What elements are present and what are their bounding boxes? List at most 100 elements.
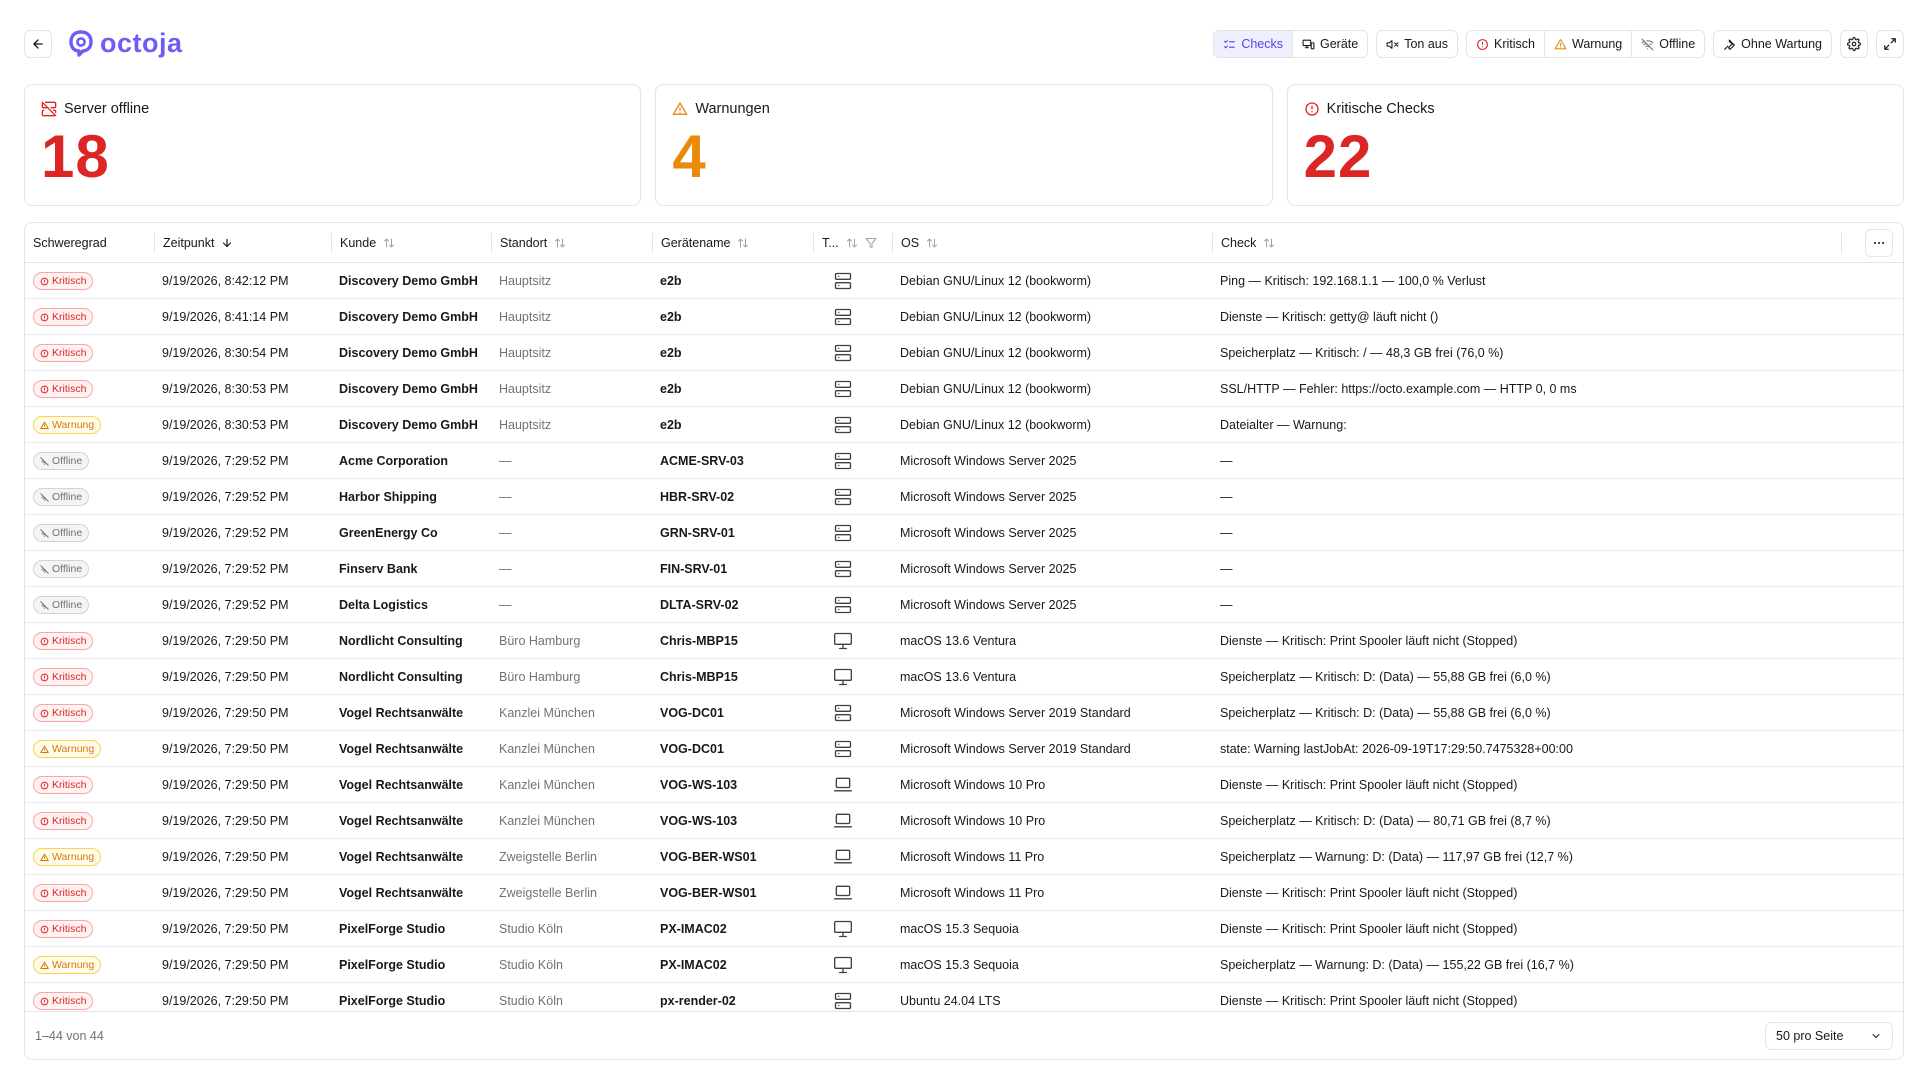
table-row[interactable]: Kritisch 9/19/2026, 7:29:50 PM Vogel Recht… xyxy=(25,695,1903,731)
customer-cell: Nordlicht Consulting xyxy=(339,634,463,648)
check-cell: Dienste — Kritisch: Print Spooler läuft … xyxy=(1220,886,1518,900)
server-icon xyxy=(834,596,852,614)
table-row[interactable]: Warnung 9/19/2026, 7:29:50 PM PixelForge S… xyxy=(25,947,1903,983)
severity-badge: Offline xyxy=(33,596,90,614)
alert-circle-icon xyxy=(40,277,49,285)
customer-cell: PixelForge Studio xyxy=(339,922,446,936)
severity-cell: Kritisch xyxy=(33,803,173,839)
monitor-icon xyxy=(834,632,852,650)
warning-triangle-icon xyxy=(40,745,49,753)
checks-table: Schweregrad Zeitpunkt Kunde Standort Ger… xyxy=(24,222,1904,1060)
column-header-schweregrad[interactable]: Schweregrad xyxy=(25,223,107,263)
per-page-select[interactable]: 50 pro Seite xyxy=(1765,1022,1893,1050)
column-header-zeitpunkt[interactable]: Zeitpunkt xyxy=(155,223,233,263)
device-name-cell: e2b xyxy=(660,274,682,288)
settings-button[interactable] xyxy=(1840,30,1868,58)
location-cell: Studio Köln xyxy=(499,922,563,936)
table-row[interactable]: Kritisch 9/19/2026, 8:30:54 PM Discovery D… xyxy=(25,335,1903,371)
table-row[interactable]: Offline 9/19/2026, 7:29:52 PM GreenEnergy … xyxy=(25,515,1903,551)
check-cell: — xyxy=(1220,562,1233,576)
wifi-off-icon xyxy=(40,528,49,538)
customer-cell: Finserv Bank xyxy=(339,562,418,576)
table-row[interactable]: Kritisch 9/19/2026, 7:29:50 PM Vogel Recht… xyxy=(25,767,1903,803)
ohne-wartung-button[interactable]: Ohne Wartung xyxy=(1713,30,1832,58)
os-cell: Ubuntu 24.04 LTS xyxy=(900,994,1001,1008)
monitor-icon xyxy=(834,668,852,686)
customer-cell: PixelForge Studio xyxy=(339,994,446,1008)
filter-kritisch-button[interactable]: Kritisch xyxy=(1467,31,1545,57)
mute-button[interactable]: Ton aus xyxy=(1376,30,1458,58)
customer-cell: Vogel Rechtsanwälte xyxy=(339,886,464,900)
table-row[interactable]: Offline 9/19/2026, 7:29:52 PM Acme Corpora… xyxy=(25,443,1903,479)
severity-badge: Kritisch xyxy=(33,632,94,650)
device-type-cell xyxy=(820,623,866,659)
column-header-check[interactable]: Check xyxy=(1213,223,1275,263)
table-row[interactable]: Offline 9/19/2026, 7:29:52 PM Harbor Shipp… xyxy=(25,479,1903,515)
table-row[interactable]: Kritisch 9/19/2026, 8:41:14 PM Discovery D… xyxy=(25,299,1903,335)
column-options-button[interactable] xyxy=(1865,229,1893,257)
filter-icon[interactable] xyxy=(865,237,877,249)
location-cell: Studio Köln xyxy=(499,994,563,1008)
device-type-cell xyxy=(820,839,866,875)
table-row[interactable]: Kritisch 9/19/2026, 7:29:50 PM Vogel Recht… xyxy=(25,875,1903,911)
severity-badge: Offline xyxy=(33,560,90,578)
alert-circle-icon xyxy=(40,817,49,825)
fullscreen-button[interactable] xyxy=(1876,30,1904,58)
table-row[interactable]: Warnung 9/19/2026, 7:29:50 PM Vogel Rechts… xyxy=(25,839,1903,875)
device-name-cell: VOG-BER-WS01 xyxy=(660,886,757,900)
table-row[interactable]: Warnung 9/19/2026, 8:30:53 PM Discovery De… xyxy=(25,407,1903,443)
device-name-cell: FIN-SRV-01 xyxy=(660,562,728,576)
customer-cell: Discovery Demo GmbH xyxy=(339,382,478,396)
check-cell: Speicherplatz — Kritisch: D: (Data) — 80… xyxy=(1220,814,1551,828)
column-header-standort[interactable]: Standort xyxy=(492,223,566,263)
device-type-cell xyxy=(820,407,866,443)
server-icon xyxy=(834,740,852,758)
table-row[interactable]: Offline 9/19/2026, 7:29:52 PM Finserv Bank… xyxy=(25,551,1903,587)
table-row[interactable]: Kritisch 9/19/2026, 7:29:50 PM PixelForge … xyxy=(25,911,1903,947)
severity-badge: Kritisch xyxy=(33,920,94,938)
filter-offline-button[interactable]: Offline xyxy=(1632,31,1705,57)
back-button[interactable] xyxy=(24,30,52,58)
view-switch: Checks Geräte xyxy=(1213,30,1369,58)
table-row[interactable]: Warnung 9/19/2026, 7:29:50 PM Vogel Rechts… xyxy=(25,731,1903,767)
table-header: Schweregrad Zeitpunkt Kunde Standort Ger… xyxy=(25,223,1903,263)
location-cell: Hauptsitz xyxy=(499,310,552,324)
severity-label: Offline xyxy=(52,599,83,611)
device-name-cell: VOG-BER-WS01 xyxy=(660,850,757,864)
table-row[interactable]: Kritisch 9/19/2026, 8:30:53 PM Discovery D… xyxy=(25,371,1903,407)
column-header-kunde[interactable]: Kunde xyxy=(332,223,395,263)
table-row[interactable]: Kritisch 9/19/2026, 7:29:50 PM Vogel Recht… xyxy=(25,803,1903,839)
location-cell: Kanzlei München xyxy=(499,706,595,720)
table-row[interactable]: Kritisch 9/19/2026, 7:29:50 PM PixelForge … xyxy=(25,983,1903,1013)
column-header-geraetename[interactable]: Gerätename xyxy=(653,223,749,263)
device-type-cell xyxy=(820,875,866,911)
laptop-icon xyxy=(834,813,852,828)
gear-icon xyxy=(1847,37,1861,51)
device-name-cell: PX-IMAC02 xyxy=(660,958,727,972)
severity-cell: Kritisch xyxy=(33,911,173,947)
column-header-typ[interactable]: T... xyxy=(814,223,877,263)
location-cell: Büro Hamburg xyxy=(499,670,581,684)
device-type-cell xyxy=(820,803,866,839)
severity-cell: Kritisch xyxy=(33,299,173,335)
severity-label: Kritisch xyxy=(52,923,87,935)
table-row[interactable]: Kritisch 9/19/2026, 8:42:12 PM Discovery D… xyxy=(25,263,1903,299)
table-row[interactable]: Kritisch 9/19/2026, 7:29:50 PM Nordlicht C… xyxy=(25,659,1903,695)
table-row[interactable]: Offline 9/19/2026, 7:29:52 PM Delta Logist… xyxy=(25,587,1903,623)
customer-cell: Vogel Rechtsanwälte xyxy=(339,742,464,756)
location-cell: Hauptsitz xyxy=(499,418,552,432)
os-cell: Microsoft Windows 11 Pro xyxy=(900,886,1045,900)
severity-label: Kritisch xyxy=(52,311,87,323)
checks-view-button[interactable]: Checks xyxy=(1214,31,1293,57)
severity-badge: Offline xyxy=(33,452,90,470)
check-cell: — xyxy=(1220,526,1233,540)
check-cell: Dienste — Kritisch: Print Spooler läuft … xyxy=(1220,778,1518,792)
filter-warnung-button[interactable]: Warnung xyxy=(1544,31,1633,57)
column-label: Zeitpunkt xyxy=(163,236,215,250)
table-row[interactable]: Kritisch 9/19/2026, 7:29:50 PM Nordlicht C… xyxy=(25,623,1903,659)
severity-label: Warnung xyxy=(52,419,95,431)
severity-label: Warnung xyxy=(52,959,95,971)
geraete-view-button[interactable]: Geräte xyxy=(1293,31,1368,57)
severity-label: Kritisch xyxy=(52,635,87,647)
column-header-os[interactable]: OS xyxy=(893,223,938,263)
